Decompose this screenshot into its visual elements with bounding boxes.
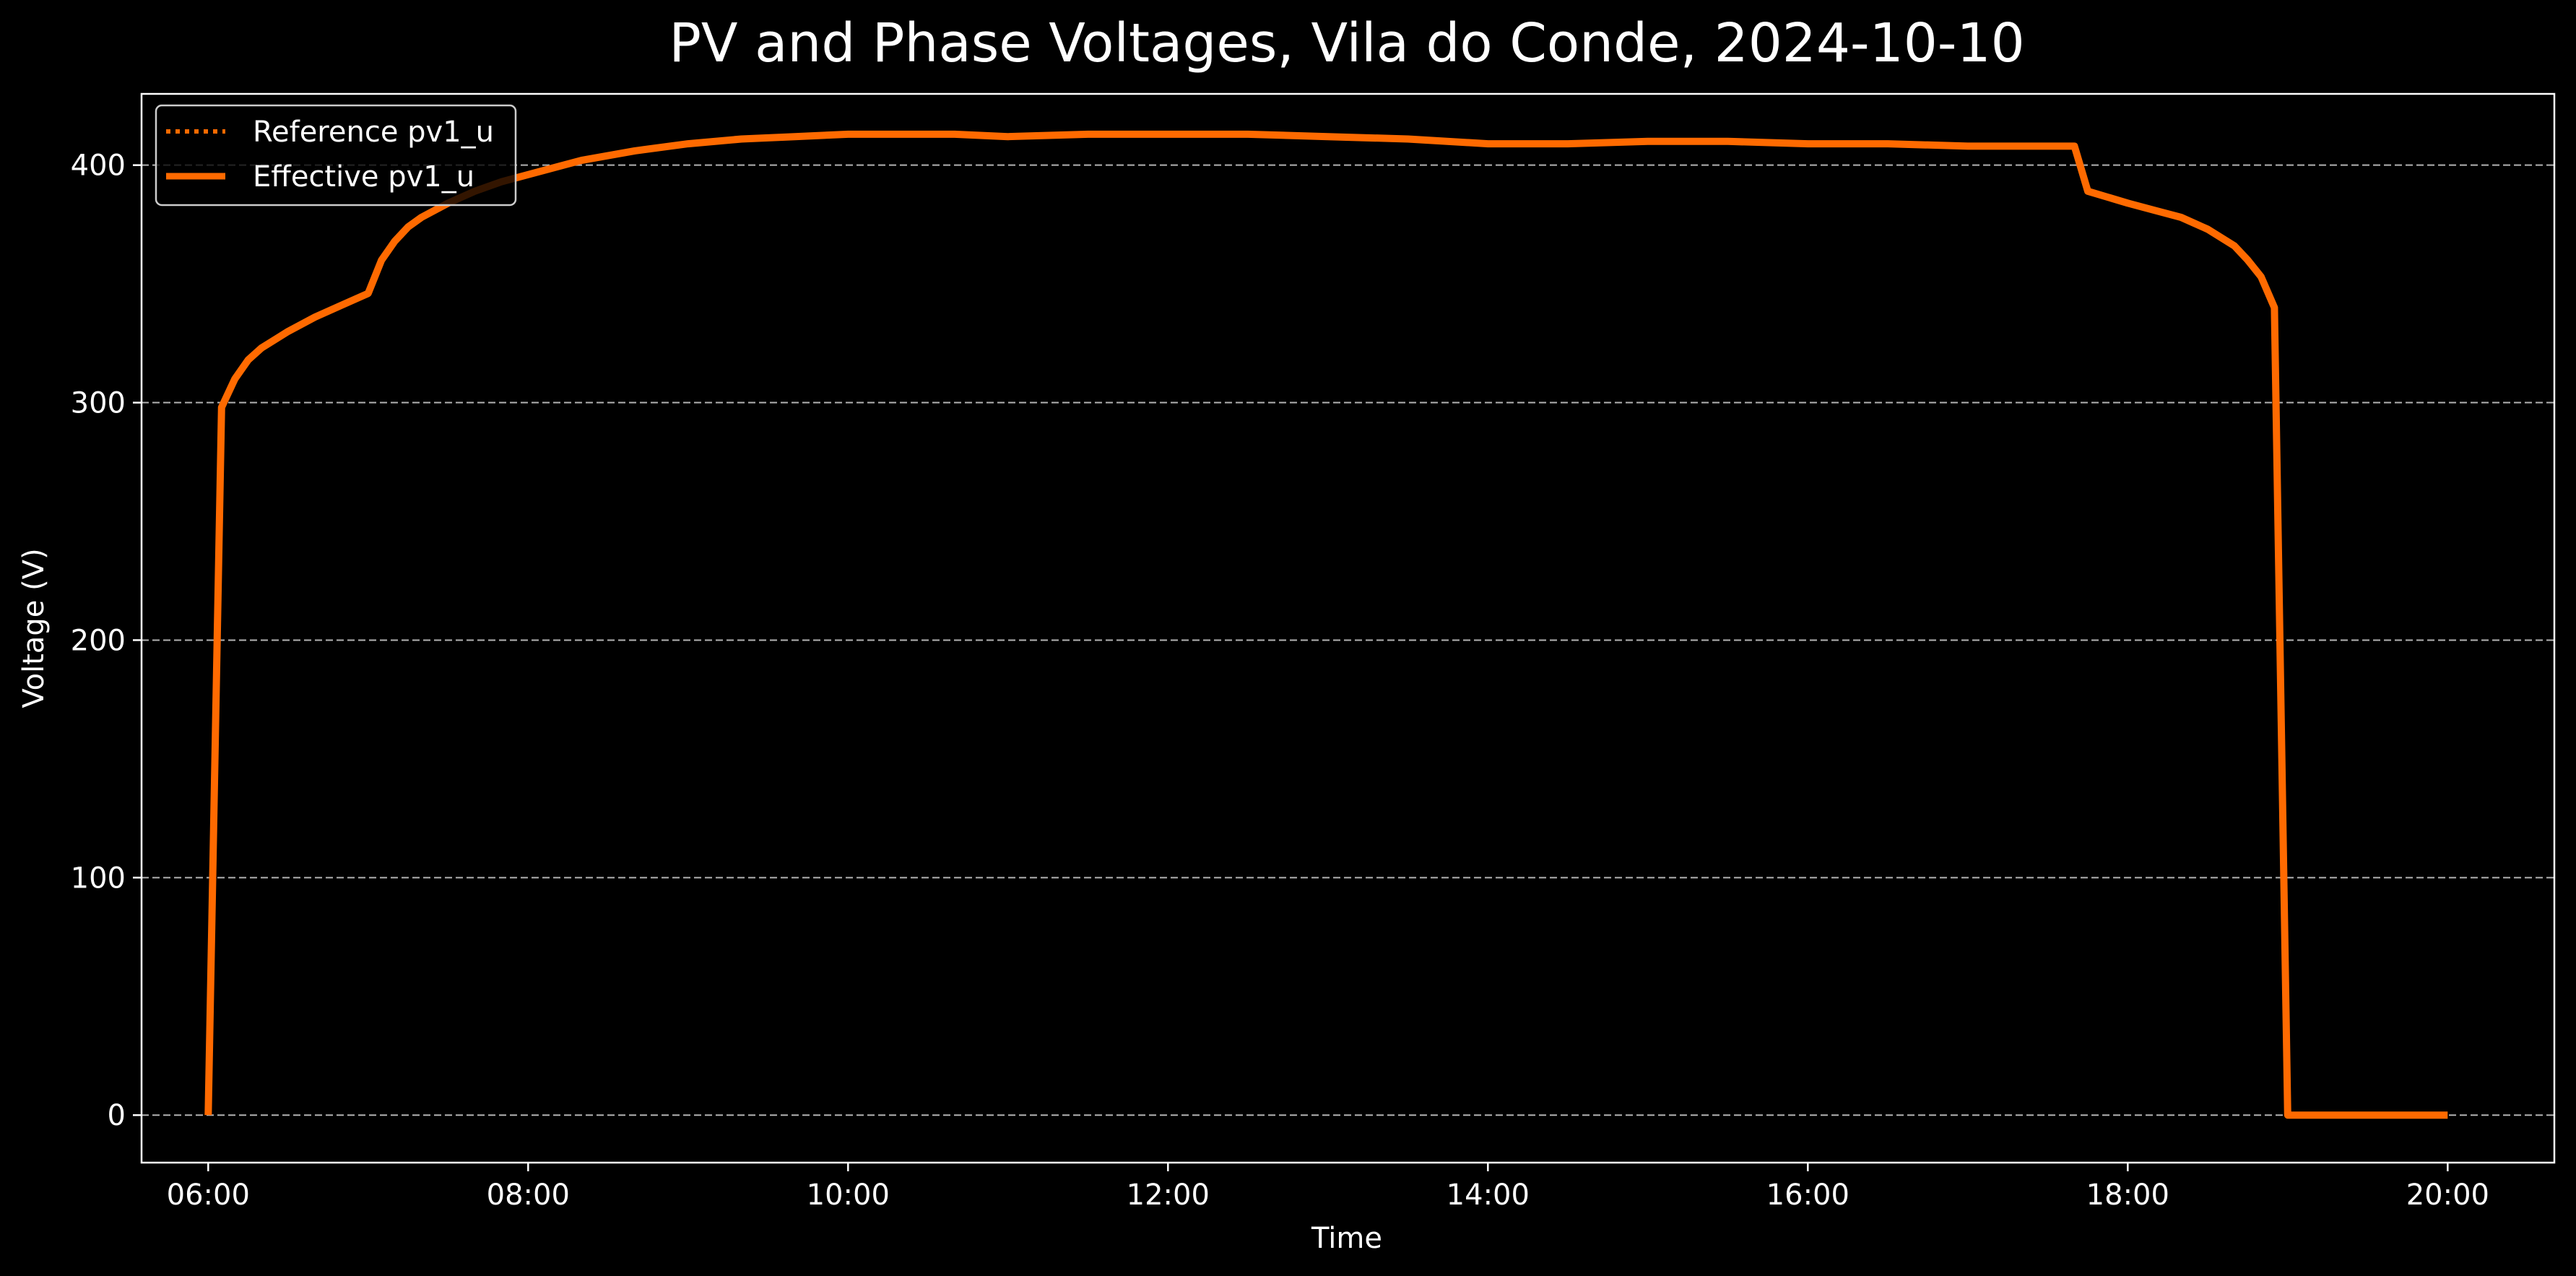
y-axis-ticks: 0 100 200 300 400 [71,149,142,1132]
chart-title: PV and Phase Voltages, Vila do Conde, 20… [669,12,2024,74]
series-layer [204,130,2448,1119]
x-tick-label: 06:00 [167,1179,250,1212]
legend-label: Effective pv1_u [253,160,474,194]
x-tick-label: 12:00 [1127,1179,1210,1212]
plot-area-frame [140,92,2556,1164]
y-tick-label: 100 [71,861,126,895]
y-axis-label: Voltage (V) [17,548,51,708]
x-tick-label: 16:00 [1766,1179,1849,1212]
x-tick-label: 18:00 [2086,1179,2169,1212]
y-tick-label: 400 [71,149,126,183]
x-tick-label: 20:00 [2406,1179,2489,1212]
y-tick-label: 200 [71,624,126,657]
y-tick-label: 300 [71,387,126,420]
x-axis-label: Time [1311,1222,1382,1255]
x-tick-label: 10:00 [807,1179,890,1212]
x-axis-ticks: 06:00 08:00 10:00 12:00 14:00 16:00 18:00 20:00 [167,1163,2489,1212]
legend-label: Reference pv1_u [253,116,494,149]
legend-box [155,104,517,207]
x-tick-label: 08:00 [487,1179,570,1212]
x-tick-label: 14:00 [1447,1179,1530,1212]
series-line-1 [204,130,2448,1119]
legend: Reference pv1_u Effective pv1_u [155,104,517,207]
y-tick-label: 0 [108,1099,126,1132]
grid-lines [142,164,2554,1116]
